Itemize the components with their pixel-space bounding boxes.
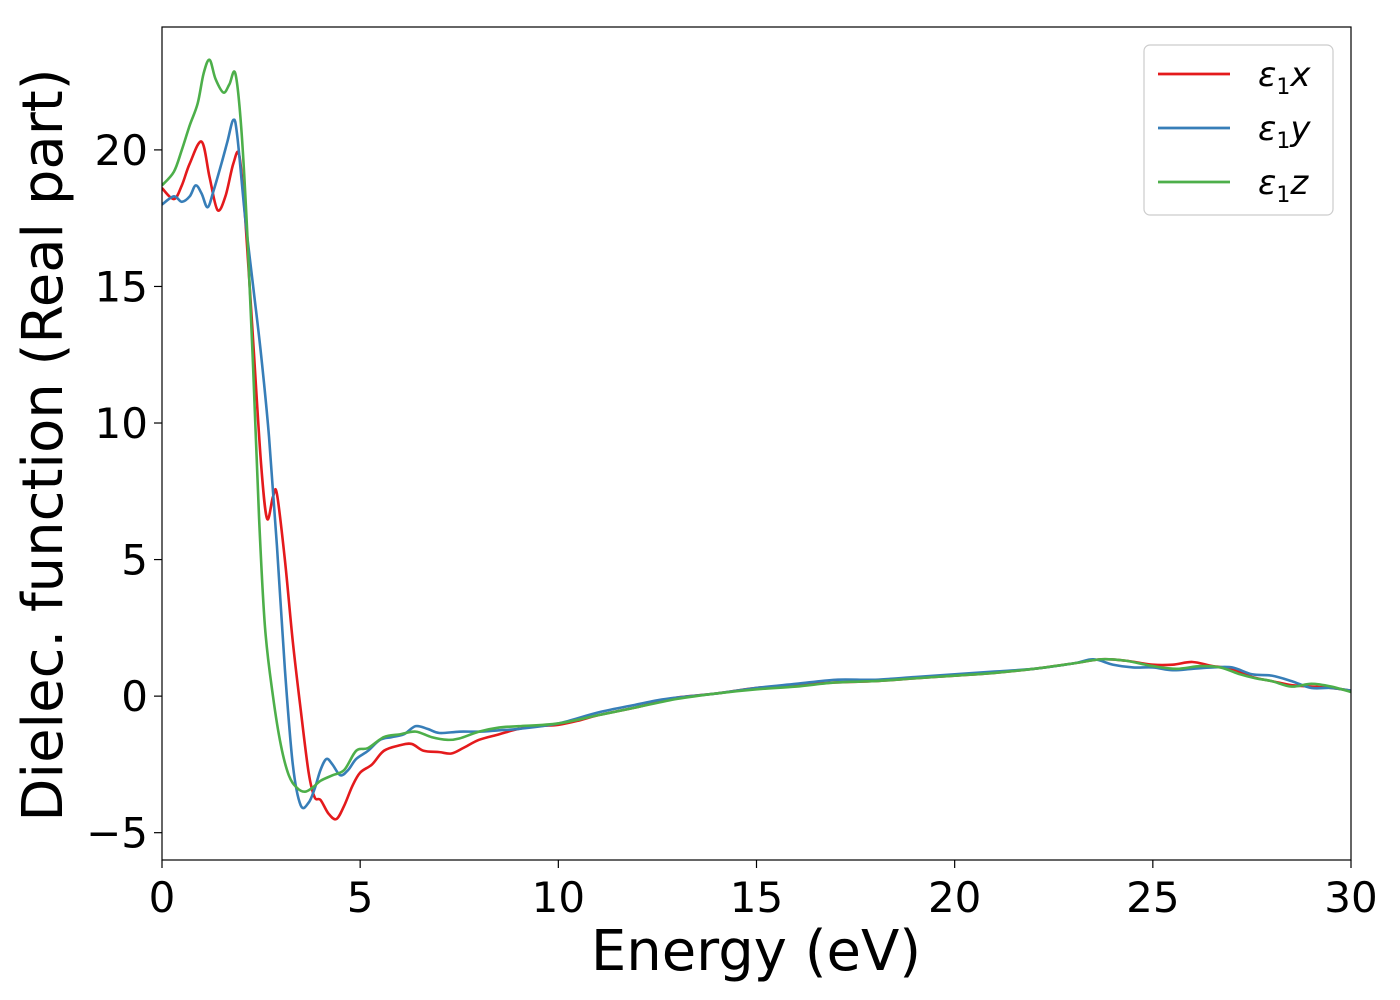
y-axis-title: Dielec. function (Real part) xyxy=(11,68,76,821)
y-tick-label: −5 xyxy=(86,809,148,858)
series-line-y xyxy=(162,118,1351,810)
y-tick-label: 0 xyxy=(121,672,148,721)
series-line-z xyxy=(162,58,1351,794)
legend-label-z: ε1z xyxy=(1258,163,1309,208)
y-axis: −5 0 5 10 15 20 xyxy=(86,126,162,858)
x-tick-label: 0 xyxy=(149,873,176,922)
y-tick-label: 5 xyxy=(121,536,148,585)
x-tick-label: 15 xyxy=(730,873,783,922)
x-tick-label: 25 xyxy=(1126,873,1179,922)
y-tick-label: 20 xyxy=(95,126,148,175)
x-tick-label: 5 xyxy=(347,873,374,922)
x-tick-label: 20 xyxy=(928,873,981,922)
y-tick-label: 15 xyxy=(95,262,148,311)
series-layer xyxy=(162,58,1351,821)
legend: ε1x ε1y ε1z xyxy=(1143,44,1334,216)
legend-label-y: ε1y xyxy=(1258,109,1311,154)
x-axis: 0 5 10 15 20 25 30 xyxy=(149,860,1378,922)
x-tick-label: 10 xyxy=(532,873,585,922)
legend-label-x: ε1x xyxy=(1258,55,1311,100)
x-tick-label: 30 xyxy=(1324,873,1377,922)
x-axis-title: Energy (eV) xyxy=(591,919,921,984)
y-tick-label: 10 xyxy=(95,399,148,448)
legend-box xyxy=(1143,44,1334,216)
